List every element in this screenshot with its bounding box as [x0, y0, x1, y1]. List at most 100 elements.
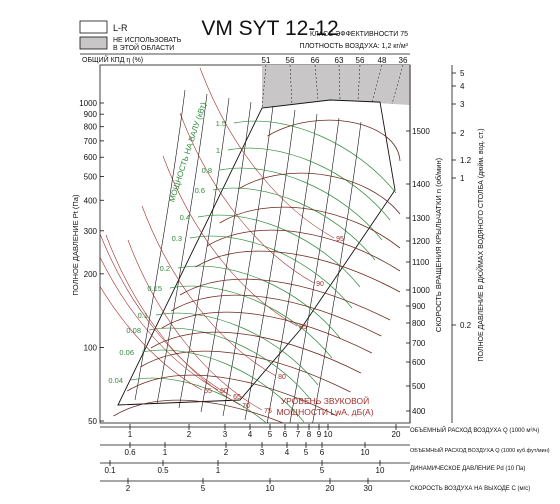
legend-lr-swatch: [79, 20, 108, 34]
rpm-tick-label: 1300: [412, 214, 430, 223]
flow-axis-label: ОБЪЕМНЫЙ РАСХОД ВОЗДУХА Q (1000 м³/ч): [410, 426, 539, 434]
sound-curve: [199, 67, 335, 239]
rpm-curve: [238, 172, 401, 215]
dynamic-tick-label: 10: [376, 466, 385, 475]
power-label: 0.8: [202, 166, 212, 175]
dynamic-axis-label: ДИНАМИЧЕСКОЕ ДАВЛЕНИЕ Pd (10 Па): [410, 466, 525, 472]
plot-frame: [99, 64, 411, 424]
rpm-tick-label: 800: [412, 319, 426, 328]
sound-curve: [105, 234, 241, 406]
cfm-tick-label: 10: [361, 448, 370, 457]
inwg-tick-label: 2: [460, 129, 465, 138]
pressure-tick-label: 200: [84, 270, 98, 279]
flow-tick-label: 1: [128, 430, 133, 439]
sound-label: 85: [299, 324, 307, 331]
flow-tick-label: 8: [307, 430, 312, 439]
rpm-curve: [150, 331, 362, 374]
sound-curve: [100, 256, 219, 391]
legend-out-of-range-swatch: [79, 36, 108, 50]
rpm-curve: [179, 278, 391, 321]
efficiency-tick-4: 56: [356, 56, 365, 65]
power-label: 1: [216, 146, 220, 155]
rpm-tick-label: 1200: [412, 237, 430, 246]
sound-curve: [100, 285, 203, 391]
pressure-axis-ticks: 50 100 200 300 400 500 600 700 800 900 1000: [79, 99, 104, 426]
velocity-axis-label: СКОРОСТЬ ВОЗДУХА НА ВЫХОДЕ C (м/с): [410, 486, 530, 492]
velocity-tick-label: 2: [126, 484, 131, 493]
pressure-tick-label: 800: [84, 123, 98, 132]
rpm-curve: [219, 206, 401, 249]
out-of-range-area: [262, 65, 410, 108]
sound-label: 90: [316, 281, 324, 288]
legend-lr-label: L-R: [113, 23, 128, 33]
efficiency-class: КЛАСС ЭФФЕКТИВНОСТИ 75: [310, 31, 408, 38]
efficiency-curve: [134, 89, 186, 401]
cfm-tick-label: 5: [304, 448, 309, 457]
inwg-axis-ticks: 0.2 1 1.2 2 3 4 5: [452, 69, 472, 330]
pressure-axis-label: ПОЛНОЕ ДАВЛЕНИЕ Pt (Па): [71, 194, 80, 295]
sound-label-line2: МОЩНОСТИ LwA, дБ(А): [276, 407, 373, 417]
cfm-tick-label: 1: [163, 448, 168, 457]
power-label: 0.06: [119, 348, 134, 357]
efficiency-curves: [117, 89, 396, 423]
legend: L-R НЕ ИСПОЛЬЗОВАТЬ В ЭТОЙ ОБЛАСТИ: [79, 20, 182, 52]
dynamic-tick-label: 5: [320, 466, 325, 475]
sound-label: 80: [278, 374, 286, 381]
rpm-curves: [113, 119, 401, 423]
power-curve: [189, 235, 353, 309]
power-curve: [148, 327, 312, 401]
bottom-axes: 1 2 3 4 5 6 7 8 9 10 200.6 1 2 3 4 5 6 100.1 0.5 1 5 102 5 10 20…: [100, 424, 410, 493]
pressure-tick-label: 100: [84, 343, 98, 352]
efficiency-curve: [244, 109, 296, 421]
rpm-curve: [161, 311, 373, 354]
sound-curve: [100, 232, 232, 397]
inwg-tick-label: 5: [460, 69, 465, 78]
sound-label-line1: УРОВЕНЬ ЗВУКОВОЙ: [281, 395, 369, 406]
sound-label: 75: [264, 408, 272, 415]
rpm-curve: [267, 119, 401, 162]
efficiency-tick-0: 51: [262, 56, 271, 65]
rpm-curve: [140, 350, 351, 393]
pressure-tick-label: 500: [84, 173, 98, 182]
power-label: 0.6: [195, 186, 205, 195]
power-label: 0.3: [172, 234, 182, 243]
power-curve: [233, 120, 397, 194]
efficiency-axis-label: ОБЩИЙ КПД η (%): [82, 55, 143, 64]
power-curve: [212, 187, 376, 261]
power-curve: [219, 167, 383, 241]
rpm-curve: [195, 250, 401, 293]
dynamic-tick-label: 0.1: [104, 466, 116, 475]
rpm-tick-label: 500: [412, 382, 426, 391]
inwg-tick-label: 0.2: [460, 321, 472, 330]
inwg-axis-label: ПОЛНОЕ ДАВЛЕНИЕ В ДЮЙМАХ ВОДЯНОГО СТОЛБА…: [476, 128, 485, 361]
operating-envelope: [117, 99, 396, 406]
rpm-tick-label: 1000: [412, 286, 430, 295]
power-label: 0.08: [126, 326, 141, 335]
legend-out-of-range-line2: В ЭТОЙ ОБЛАСТИ: [113, 43, 174, 52]
flow-tick-label: 5: [268, 430, 273, 439]
velocity-tick-label: 30: [364, 484, 373, 493]
pressure-tick-label: 1000: [79, 99, 97, 108]
power-label: 0.2: [160, 264, 170, 273]
power-curve: [197, 214, 361, 288]
rpm-curve: [171, 294, 382, 337]
power-labels: 1.5 1 0.8 0.6 0.4 0.3 0.2 0.15 0.1 0.08 0.06 0.04: [108, 119, 226, 385]
flow-tick-label: 2: [187, 430, 192, 439]
rpm-tick-label: 1400: [412, 180, 430, 189]
rpm-curve: [127, 374, 338, 417]
pressure-tick-label: 400: [84, 196, 98, 205]
pressure-tick-label: 600: [84, 153, 98, 162]
power-curve: [141, 349, 305, 423]
efficiency-curve: [156, 93, 208, 405]
sound-curves: [100, 67, 335, 411]
power-label: 1.5: [216, 119, 226, 128]
cfm-tick-label: 2: [224, 448, 229, 457]
efficiency-tick-2: 66: [311, 56, 320, 65]
rpm-tick-label: 600: [412, 358, 426, 367]
pressure-tick-label: 50: [88, 417, 97, 426]
efficiency-curve: [266, 113, 318, 423]
efficiency-tick-1: 56: [286, 56, 295, 65]
power-curve: [155, 312, 319, 386]
power-curve: [169, 285, 333, 359]
